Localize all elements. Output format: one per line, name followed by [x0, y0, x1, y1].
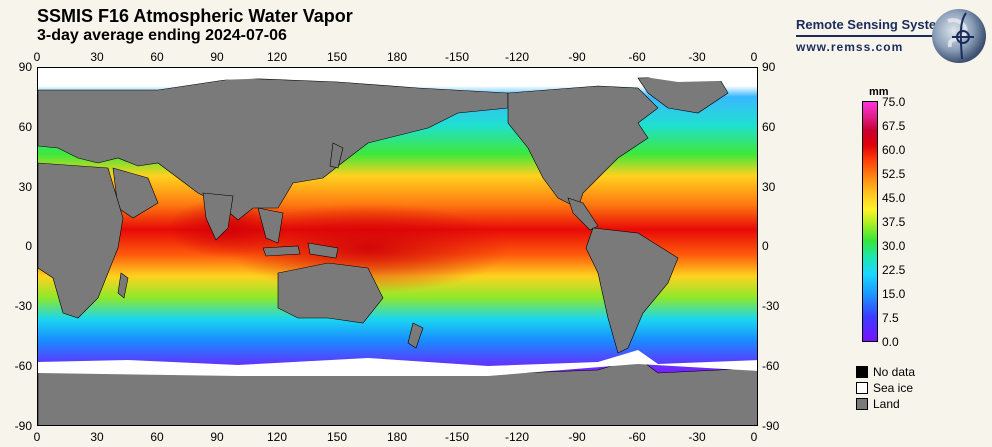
org-url-link[interactable]: www.remss.com — [796, 40, 904, 54]
black-square-icon — [856, 365, 868, 378]
colorbar-label: 52.5 — [882, 167, 906, 181]
lon-tick: 180 — [386, 50, 408, 64]
colorbar-label: 37.5 — [882, 215, 906, 229]
lat-tick: 90 — [18, 60, 32, 74]
lat-tick: 30 — [18, 180, 32, 194]
lon-tick: -30 — [688, 50, 706, 64]
colorbar-unit: mm — [869, 86, 889, 98]
colorbar-label: 22.5 — [882, 263, 906, 277]
lat-tick: 30 — [762, 180, 776, 194]
lat-tick: 90 — [762, 60, 776, 74]
lon-tick: 150 — [326, 50, 348, 64]
colorbar-label: 15.0 — [882, 287, 906, 301]
eurasia-landmass — [38, 77, 509, 221]
lon-tick: 60 — [150, 50, 164, 64]
colorbar-label: 30.0 — [882, 239, 906, 253]
legend-sea-ice: Sea ice — [856, 379, 914, 395]
gray-square-icon — [856, 397, 868, 410]
australia-landmass — [277, 262, 384, 324]
new-zealand-landmass — [407, 322, 424, 349]
lon-tick: -150 — [444, 50, 470, 64]
south-america-landmass — [585, 227, 679, 354]
madagascar-landmass — [117, 272, 129, 299]
lat-tick: -30 — [762, 299, 780, 313]
legend-land: Land — [856, 395, 900, 411]
lon-tick: 0 — [33, 50, 41, 64]
lat-tick: -60 — [14, 359, 32, 373]
colorbar — [862, 101, 878, 342]
lat-tick: 0 — [25, 239, 32, 253]
north-america-landmass — [507, 85, 659, 209]
legend-label: Land — [873, 396, 900, 411]
lat-tick: 0 — [762, 239, 769, 253]
india-landmass — [202, 192, 234, 241]
lon-tick: -60 — [628, 50, 646, 64]
indonesia-islands — [262, 245, 301, 257]
lon-tick: 90 — [210, 50, 224, 64]
colorbar-label: 45.0 — [882, 191, 906, 205]
map-title: SSMIS F16 Atmospheric Water Vapor — [37, 6, 353, 26]
colorbar-label: 7.5 — [882, 311, 899, 325]
lon-tick: 120 — [266, 430, 288, 444]
lon-tick: -90 — [568, 430, 586, 444]
legend-no-data: No data — [856, 363, 916, 379]
lat-tick: -30 — [14, 299, 32, 313]
lon-tick: 30 — [90, 50, 104, 64]
lon-tick: 0 — [33, 430, 41, 444]
lat-tick: 60 — [762, 120, 776, 134]
legend-label: Sea ice — [873, 380, 914, 395]
legend-label: No data — [873, 364, 916, 379]
lon-tick: 0 — [750, 50, 758, 64]
lat-tick: -90 — [14, 419, 32, 433]
lon-tick: -120 — [504, 430, 530, 444]
lon-tick: 30 — [90, 430, 104, 444]
lon-tick: 120 — [266, 50, 288, 64]
map-subtitle: 3-day average ending 2024-07-06 — [37, 27, 287, 44]
globe-logo-icon — [932, 9, 986, 63]
lon-tick: -30 — [688, 430, 706, 444]
lat-tick: 60 — [18, 120, 32, 134]
white-square-icon — [856, 381, 868, 394]
lat-tick: -90 — [762, 419, 780, 433]
lon-tick: -90 — [568, 50, 586, 64]
africa-landmass — [38, 162, 124, 319]
lon-tick: -60 — [628, 430, 646, 444]
water-vapor-map[interactable] — [37, 67, 758, 426]
map-canvas — [38, 68, 757, 425]
colorbar-label: 60.0 — [882, 143, 906, 157]
sea-ice — [38, 68, 757, 376]
borneo-landmass — [307, 242, 339, 259]
japan-landmass — [329, 142, 344, 169]
lon-tick: 90 — [210, 430, 224, 444]
colorbar-label: 67.5 — [882, 119, 906, 133]
org-divider — [796, 35, 942, 37]
lon-tick: 60 — [150, 430, 164, 444]
colorbar-label: 75.0 — [882, 95, 906, 109]
lon-tick: -120 — [504, 50, 530, 64]
lon-tick: -150 — [444, 430, 470, 444]
org-name[interactable]: Remote Sensing Systems — [796, 17, 955, 32]
indochina-landmass — [257, 207, 284, 244]
lon-tick: 150 — [326, 430, 348, 444]
lon-tick: 180 — [386, 430, 408, 444]
lat-tick: -60 — [762, 359, 780, 373]
colorbar-label: 0.0 — [882, 335, 899, 349]
lon-tick: 0 — [750, 430, 758, 444]
